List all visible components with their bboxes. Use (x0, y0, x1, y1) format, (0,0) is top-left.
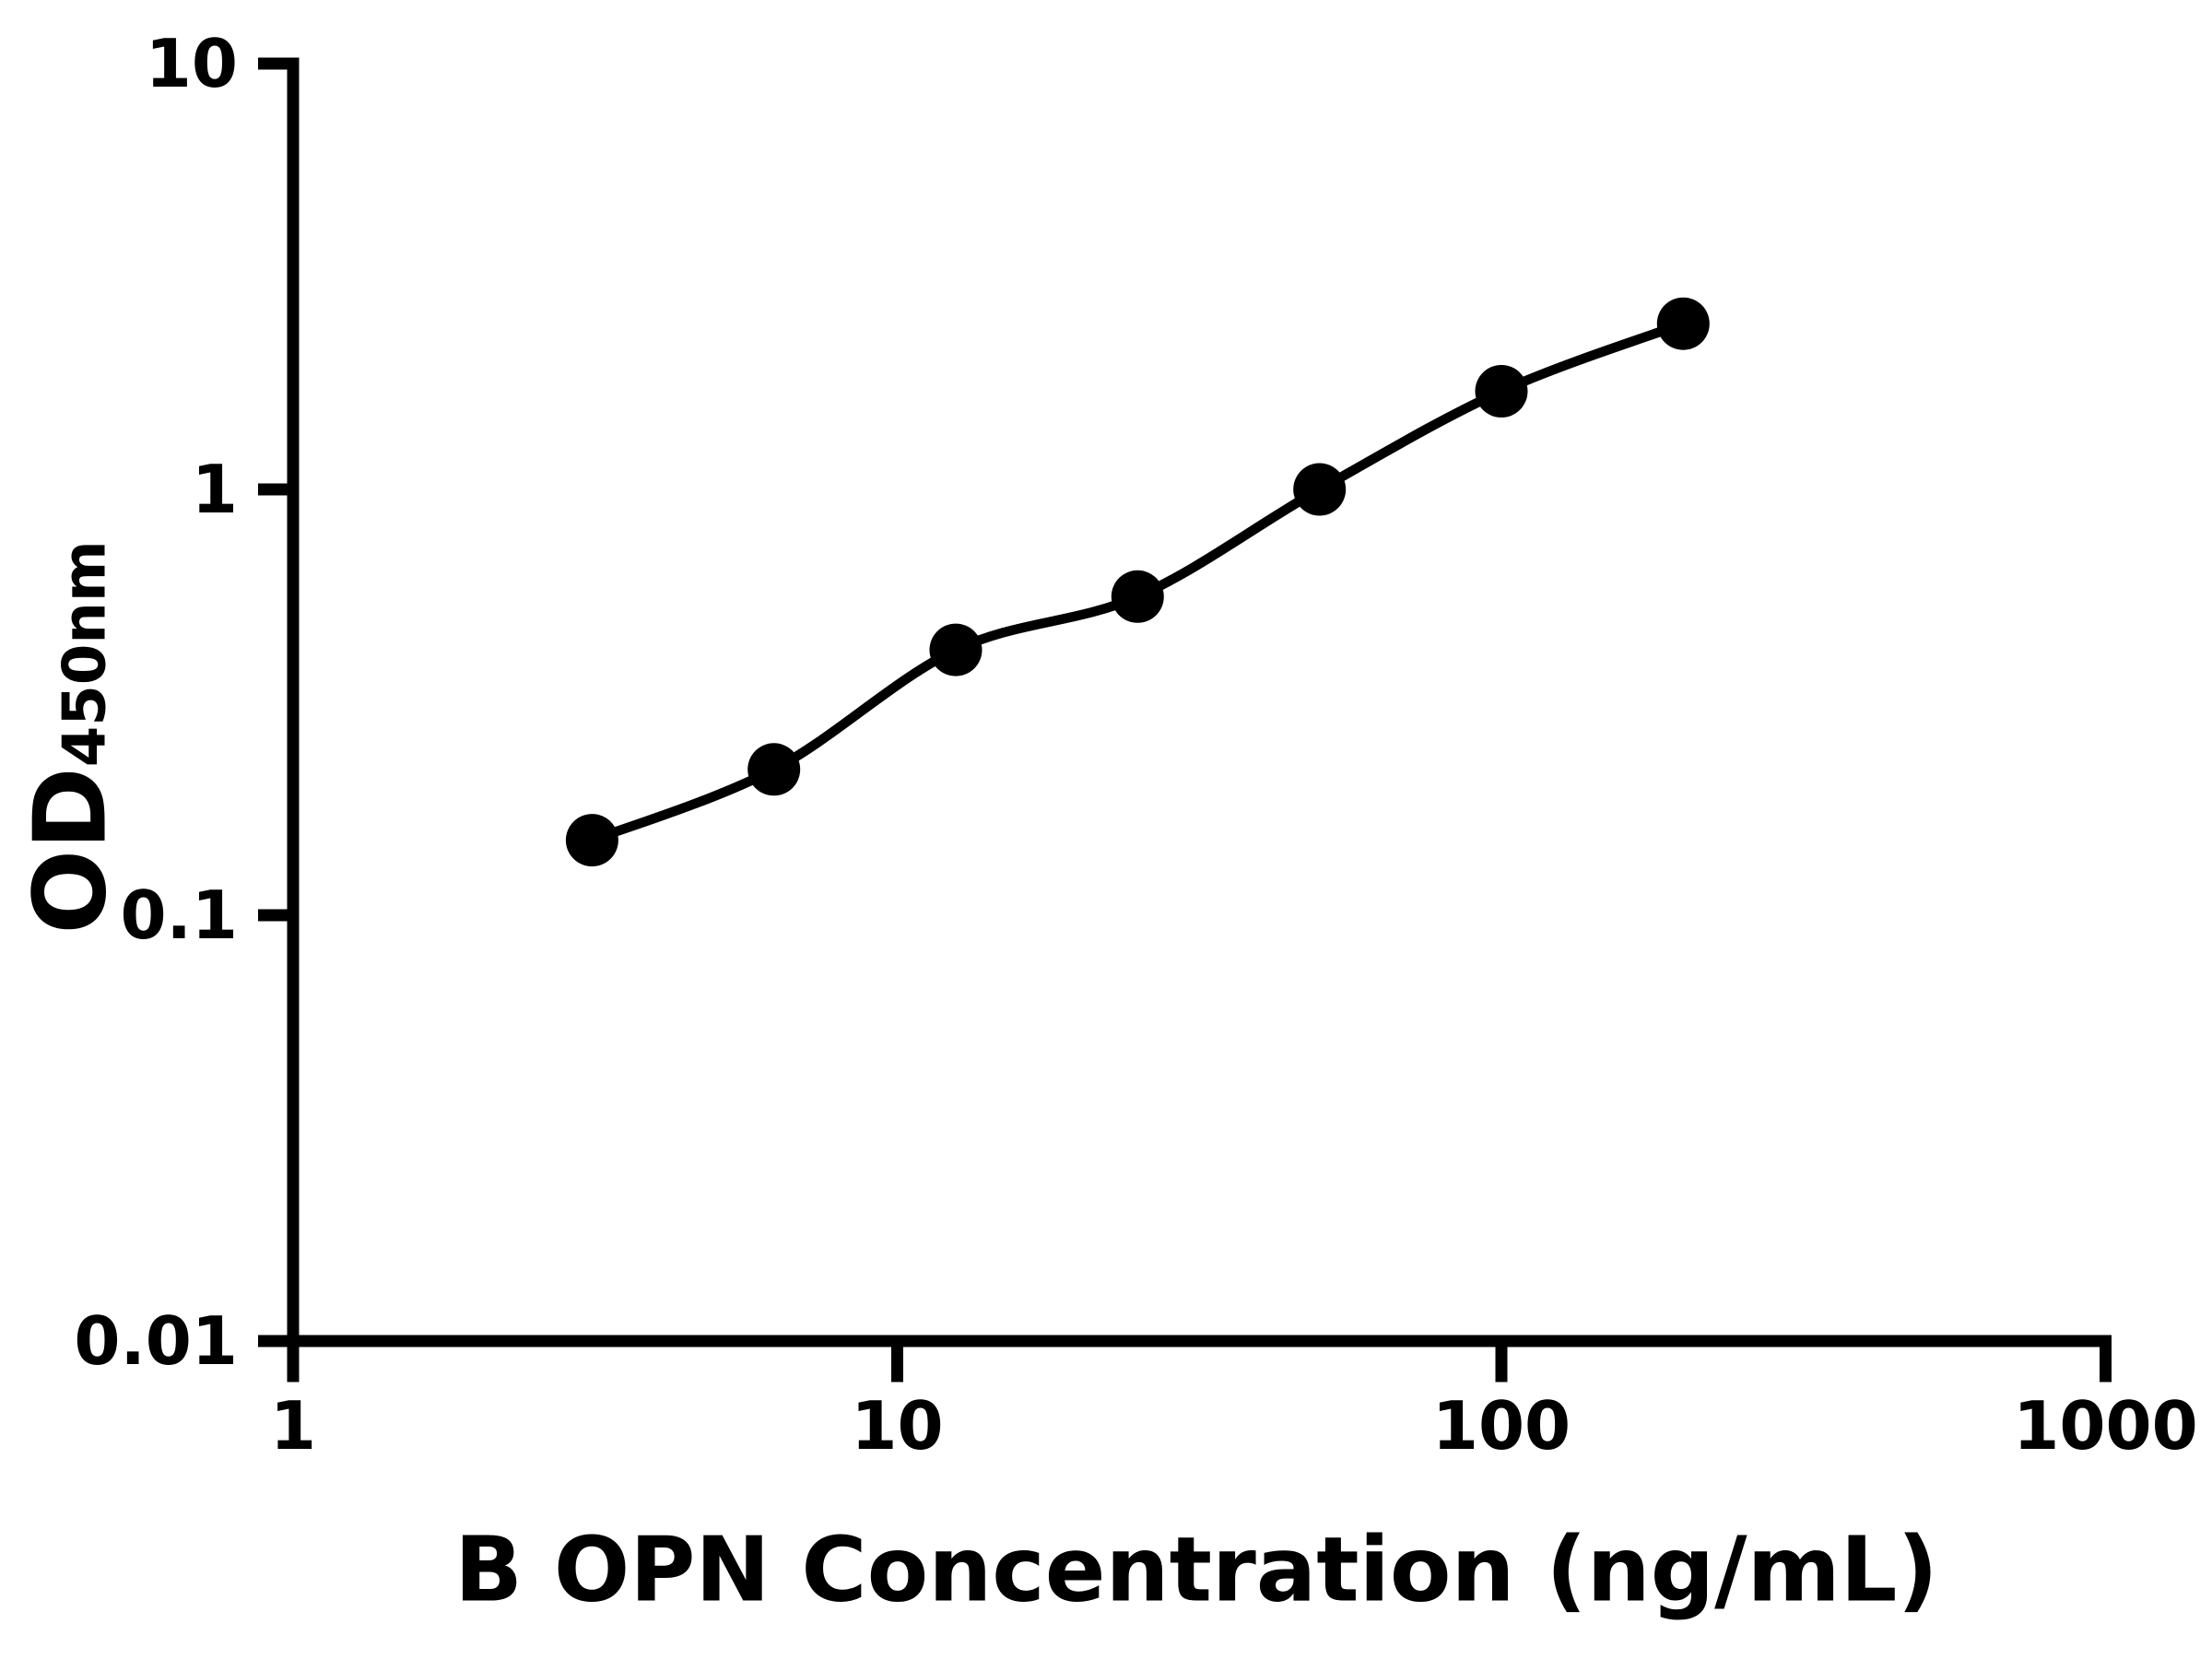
data-point-50 (1293, 463, 1347, 516)
x-tick-label-10: 10 (851, 1387, 944, 1465)
x-tick-label-1000: 1000 (2013, 1387, 2198, 1465)
data-point-12.5 (929, 623, 982, 677)
y-tick-label-0.01: 0.01 (74, 1302, 238, 1380)
data-point-25 (1111, 570, 1164, 623)
y-tick-label-1: 1 (191, 451, 238, 528)
data-point-3.125 (565, 814, 618, 867)
data-point-6.25 (747, 743, 801, 796)
data-point-100 (1475, 365, 1528, 418)
data-point-200 (1656, 297, 1710, 350)
y-tick-label-10: 10 (145, 25, 238, 102)
x-axis-title: B OPN Concentration (ng/mL) (454, 1517, 1938, 1622)
x-tick-label-100: 100 (1431, 1387, 1571, 1465)
y-tick-label-0.1: 0.1 (120, 877, 238, 954)
y-axis-title-subscript: 450nm (51, 540, 120, 768)
x-tick-label-1: 1 (269, 1387, 317, 1465)
